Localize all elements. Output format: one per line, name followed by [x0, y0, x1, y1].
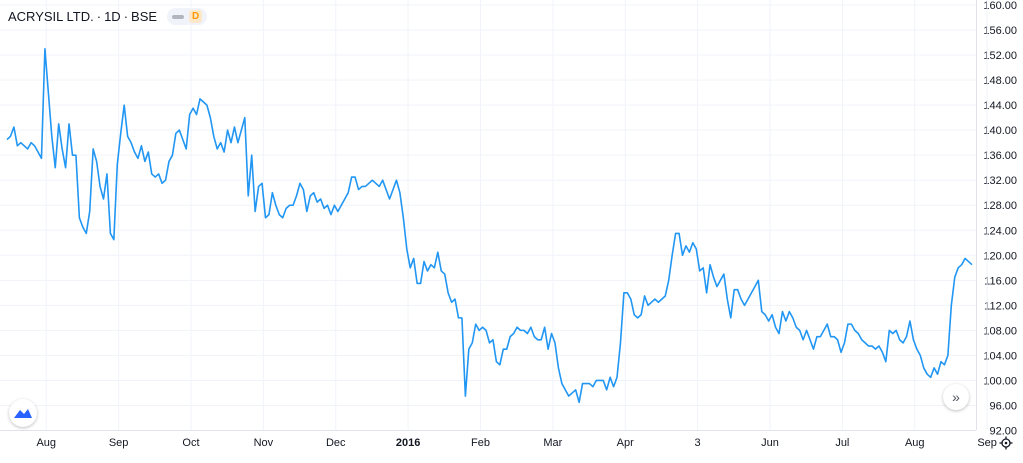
- tradingview-logo-button[interactable]: [9, 399, 37, 427]
- delayed-badge: D: [189, 10, 203, 23]
- x-tick-label: Aug: [905, 437, 925, 449]
- x-tick-label: Sep: [109, 437, 129, 449]
- y-tick-label: 140.00: [983, 125, 1017, 137]
- y-tick-label: 104.00: [983, 350, 1017, 362]
- y-tick-label: 124.00: [983, 225, 1017, 237]
- y-tick-label: 148.00: [983, 75, 1017, 87]
- y-tick-label: 132.00: [983, 175, 1017, 187]
- y-tick-label: 108.00: [983, 325, 1017, 337]
- x-tick-label: Dec: [326, 437, 346, 449]
- x-tick-label: Nov: [254, 437, 274, 449]
- y-tick-label: 92.00: [989, 426, 1017, 438]
- x-tick-label: Aug: [36, 437, 56, 449]
- y-tick-label: 144.00: [983, 100, 1017, 112]
- y-tick-label: 112.00: [984, 300, 1017, 312]
- x-tick-label: Sep: [977, 437, 997, 449]
- interval-label[interactable]: 1D: [104, 9, 121, 24]
- x-tick-label: Jul: [835, 437, 849, 449]
- y-tick-label: 160.00: [983, 0, 1017, 12]
- y-tick-label: 96.00: [989, 400, 1017, 412]
- y-tick-label: 128.00: [983, 200, 1017, 212]
- scroll-to-realtime-button[interactable]: »: [943, 384, 969, 410]
- settings-button[interactable]: [997, 434, 1015, 452]
- x-tick-label: Feb: [471, 437, 490, 449]
- status-dot-icon: [172, 14, 185, 19]
- y-tick-label: 136.00: [983, 150, 1017, 162]
- y-tick-label: 116.00: [984, 275, 1017, 287]
- legend-separator: ·: [123, 9, 129, 24]
- y-tick-label: 152.00: [983, 50, 1017, 62]
- legend-status-dots[interactable]: D: [167, 8, 208, 25]
- x-tick-label: Mar: [543, 437, 562, 449]
- gear-icon: [999, 436, 1013, 450]
- price-series-line: [6, 48, 973, 404]
- y-tick-label: 100.00: [983, 375, 1017, 387]
- x-tick-label: 2016: [396, 437, 420, 449]
- x-tick-label: Jun: [761, 437, 779, 449]
- symbol-name[interactable]: ACRYSIL LTD.: [8, 9, 94, 24]
- x-tick-label: Oct: [182, 437, 199, 449]
- exchange-label: BSE: [131, 9, 158, 24]
- y-tick-label: 156.00: [983, 25, 1017, 37]
- tradingview-cloud-icon: [14, 409, 32, 418]
- y-tick-label: 120.00: [983, 250, 1017, 262]
- chart-legend: ACRYSIL LTD. · 1D · BSE D: [8, 8, 208, 25]
- double-chevron-right-icon: »: [952, 389, 960, 405]
- legend-separator: ·: [96, 9, 102, 24]
- x-tick-label: 3: [695, 437, 701, 449]
- x-tick-label: Apr: [617, 437, 634, 449]
